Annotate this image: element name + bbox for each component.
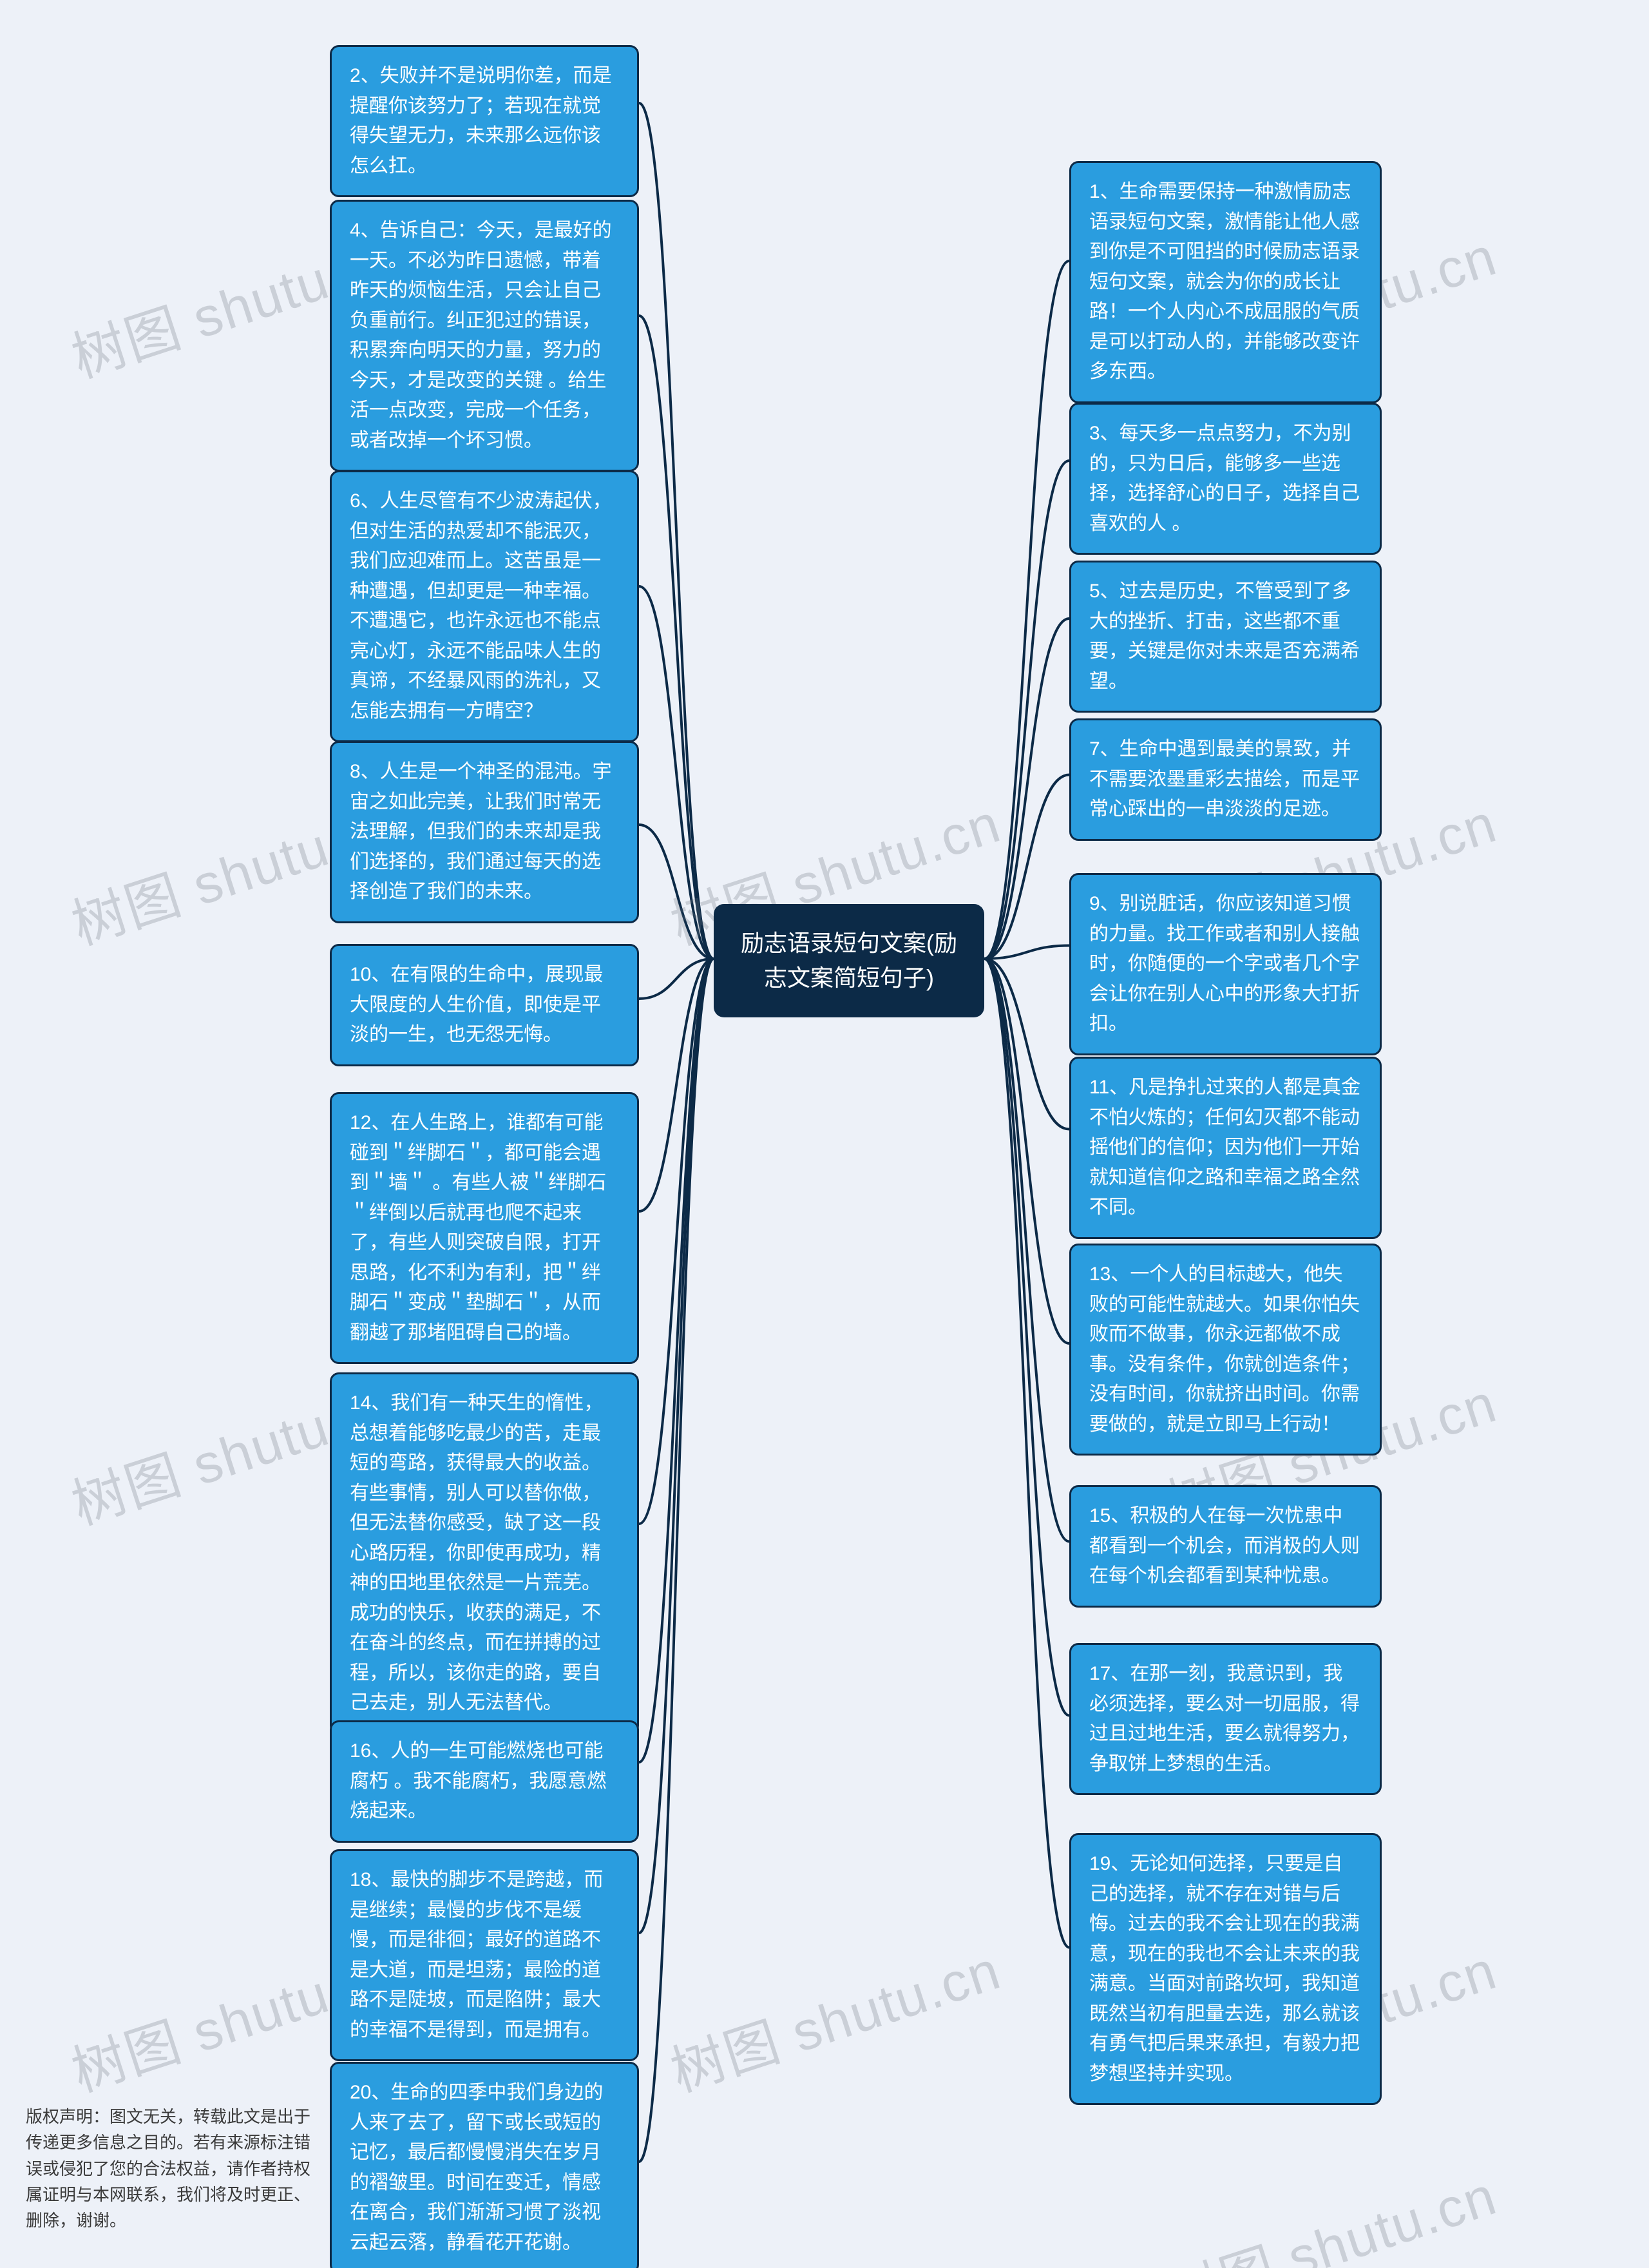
connector — [639, 959, 714, 1762]
branch-node[interactable]: 8、人生是一个神圣的混沌。宇宙之如此完美，让我们时常无法理解，但我们的未来却是我… — [330, 741, 639, 923]
branch-node[interactable]: 14、我们有一种天生的惰性，总想着能够吃最少的苦，走最短的弯路，获得最大的收益。… — [330, 1372, 639, 1735]
connector — [984, 946, 1069, 959]
watermark: 树图 shutu.cn — [660, 1927, 1009, 2107]
connector — [984, 461, 1069, 959]
connector — [639, 103, 714, 959]
mindmap-canvas: 树图 shutu.cn树图 shutu.cn树图 shutu.cn树图 shut… — [0, 0, 1649, 2268]
connector — [984, 959, 1069, 1542]
branch-node[interactable]: 9、别说脏话，你应该知道习惯的力量。找工作或者和别人接触时，你随便的一个字或者几… — [1069, 873, 1382, 1055]
branch-node[interactable]: 1、生命需要保持一种激情励志语录短句文案，激情能让他人感到你是不可阻挡的时候励志… — [1069, 161, 1382, 403]
branch-node[interactable]: 5、过去是历史，不管受到了多大的挫折、打击，这些都不重要，关键是你对未来是否充满… — [1069, 561, 1382, 713]
branch-node[interactable]: 4、告诉自己：今天，是最好的一天。不必为昨日遗憾，带着昨天的烦恼生活，只会让自己… — [330, 200, 639, 472]
branch-node[interactable]: 10、在有限的生命中，展现最大限度的人生价值，即使是平淡的一生，也无怨无悔。 — [330, 944, 639, 1066]
branch-node[interactable]: 6、人生尽管有不少波涛起伏，但对生活的热爱却不能泯灭，我们应迎难而上。这苦虽是一… — [330, 470, 639, 742]
connector — [984, 959, 1069, 1948]
branch-node[interactable]: 11、凡是挣扎过来的人都是真金不怕火炼的；任何幻灭都不能动摇他们的信仰；因为他们… — [1069, 1057, 1382, 1239]
connector — [639, 586, 714, 959]
connector-layer — [0, 0, 1649, 2268]
connector — [639, 959, 714, 1524]
connector — [639, 959, 714, 999]
connector — [639, 825, 714, 959]
branch-node[interactable]: 3、每天多一点点努力，不为别的，只为日后，能够多一些选择，选择舒心的日子，选择自… — [1069, 403, 1382, 555]
branch-node[interactable]: 7、生命中遇到最美的景致，并不需要浓墨重彩去描绘，而是平常心踩出的一串淡淡的足迹… — [1069, 718, 1382, 841]
connector — [639, 959, 714, 1933]
branch-node[interactable]: 17、在那一刻，我意识到，我必须选择，要么对一切屈服，得过且过地生活，要么就得努… — [1069, 1643, 1382, 1795]
center-node[interactable]: 励志语录短句文案(励志文案简短句子) — [714, 904, 984, 1017]
branch-node[interactable]: 2、失败并不是说明你差，而是提醒你该努力了；若现在就觉得失望无力，未来那么远你该… — [330, 45, 639, 197]
connector — [639, 959, 714, 1211]
connector — [984, 959, 1069, 1343]
copyright-notice: 版权声明：图文无关，转载此文是出于传递更多信息之目的。若有来源标注错误或侵犯了您… — [26, 2104, 316, 2233]
watermark: 树图 shutu.cn — [1156, 2153, 1505, 2268]
branch-node[interactable]: 20、生命的四季中我们身边的人来了去了，留下或长或短的记忆，最后都慢慢消失在岁月… — [330, 2062, 639, 2268]
branch-node[interactable]: 16、人的一生可能燃烧也可能腐朽 。我不能腐朽，我愿意燃烧起来。 — [330, 1720, 639, 1843]
branch-node[interactable]: 18、最快的脚步不是跨越，而是继续；最慢的步伐不是缓慢，而是徘徊；最好的道路不是… — [330, 1849, 639, 2061]
connector — [639, 959, 714, 2162]
connector — [984, 619, 1069, 959]
branch-node[interactable]: 19、无论如何选择，只要是自己的选择，就不存在对错与后悔。过去的我不会让现在的我… — [1069, 1833, 1382, 2105]
branch-node[interactable]: 15、积极的人在每一次忧患中都看到一个机会，而消极的人则在每个机会都看到某种忧患… — [1069, 1485, 1382, 1608]
connector — [984, 959, 1069, 1716]
connector — [639, 316, 714, 959]
connector — [984, 261, 1069, 959]
connector — [984, 959, 1069, 1129]
branch-node[interactable]: 13、一个人的目标越大，他失败的可能性就越大。如果你怕失败而不做事，你永远都做不… — [1069, 1244, 1382, 1456]
connector — [984, 775, 1069, 959]
branch-node[interactable]: 12、在人生路上，谁都有可能碰到＂绊脚石＂，都可能会遇到＂墙＂ 。有些人被＂绊脚… — [330, 1092, 639, 1364]
